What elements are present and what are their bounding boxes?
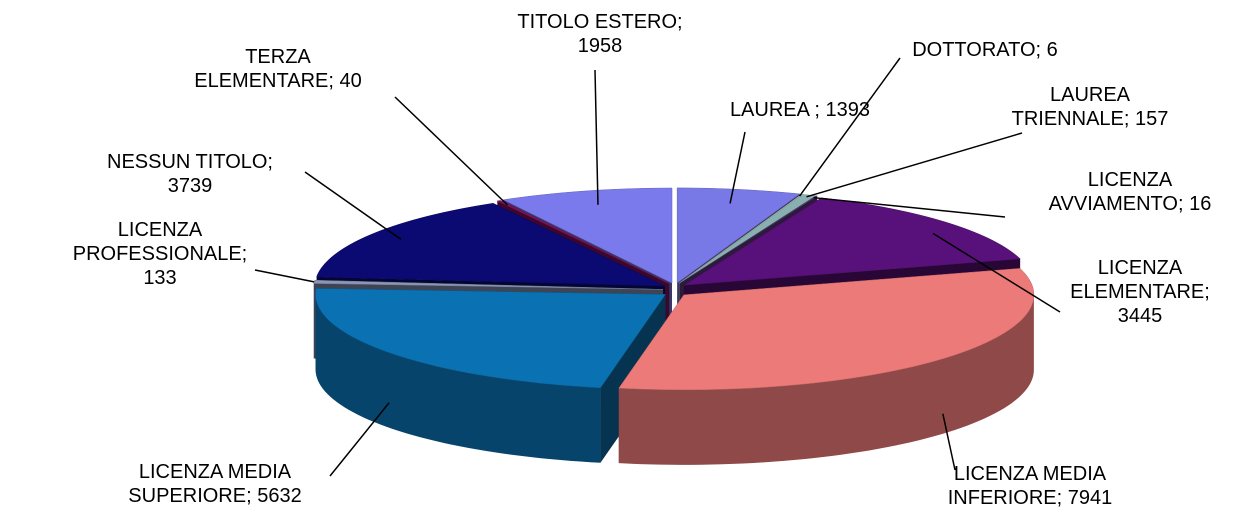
data-label: TERZA ELEMENTARE; 40	[178, 45, 378, 93]
value-label: 3739	[167, 175, 213, 197]
category-label: LICENZA MEDIA INFERIORE;	[947, 463, 1107, 509]
leader-line	[932, 232, 1061, 313]
leader-line	[594, 69, 599, 205]
category-label: LICENZA MEDIA SUPERIORE;	[128, 461, 292, 507]
slice	[683, 197, 1021, 286]
value-label: 16	[1189, 193, 1212, 215]
category-label: NESSUN TITOLO;	[107, 151, 273, 173]
data-label: LICENZA PROFESSIONALE; 133	[60, 218, 260, 290]
leader-line	[729, 131, 746, 204]
category-label: TERZA ELEMENTARE;	[194, 46, 334, 92]
leader-line	[806, 132, 1023, 198]
leader-line	[254, 269, 315, 283]
data-label: TITOLO ESTERO; 1958	[480, 10, 720, 58]
data-label: LICENZA MEDIA INFERIORE; 7941	[920, 462, 1140, 510]
slice	[618, 268, 1035, 391]
slice-side	[315, 294, 601, 463]
category-label: LAUREA TRIENNALE;	[1011, 84, 1131, 130]
data-label: LAUREA TRIENNALE; 157	[995, 83, 1185, 131]
data-label: LICENZA ELEMENTARE; 3445	[1065, 256, 1215, 328]
category-label: DOTTORATO;	[912, 39, 1042, 61]
value-label: 6	[1046, 39, 1058, 61]
leader-line	[304, 171, 402, 241]
slice-side	[618, 294, 1034, 465]
slice	[676, 187, 801, 284]
data-label: DOTTORATO; 6	[875, 38, 1095, 62]
value-label: 7941	[1067, 487, 1113, 509]
slice	[496, 200, 670, 284]
value-label: 5632	[257, 485, 302, 507]
slice	[502, 187, 673, 284]
leader-line	[813, 196, 1006, 218]
category-label: LICENZA AVVIAMENTO;	[1048, 169, 1184, 215]
category-label: LAUREA ;	[729, 99, 820, 121]
slice	[315, 288, 666, 389]
value-label: 3445	[1117, 305, 1163, 327]
leader-line	[394, 96, 508, 206]
data-label: LICENZA MEDIA SUPERIORE; 5632	[105, 460, 325, 508]
value-label: 1393	[825, 99, 871, 121]
category-label: LICENZA ELEMENTARE;	[1070, 257, 1210, 303]
data-label: LICENZA AVVIAMENTO; 16	[1030, 168, 1230, 216]
value-label: 1958	[577, 35, 623, 57]
category-label: LICENZA PROFESSIONALE;	[72, 219, 248, 265]
slice	[316, 203, 666, 287]
data-label: LAUREA ; 1393	[650, 98, 950, 122]
leader-line	[942, 413, 956, 471]
value-label: 157	[1135, 108, 1169, 130]
leader-line	[798, 57, 901, 197]
value-label: 133	[143, 267, 177, 289]
value-label: 40	[339, 70, 362, 92]
slice	[679, 195, 818, 284]
leader-line	[329, 402, 390, 477]
category-label: TITOLO ESTERO;	[517, 11, 683, 33]
data-label: NESSUN TITOLO; 3739	[60, 150, 320, 198]
